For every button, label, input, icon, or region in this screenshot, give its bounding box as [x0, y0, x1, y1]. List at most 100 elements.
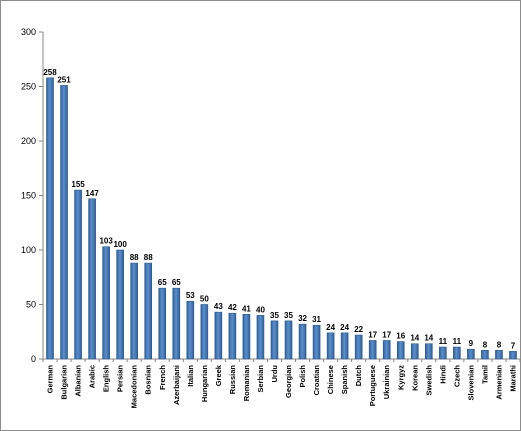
- bar-georgian: [284, 320, 293, 360]
- data-label: 41: [242, 304, 251, 313]
- data-label: 32: [298, 314, 307, 323]
- y-tick-label: 150: [21, 191, 36, 201]
- x-tick-label: Azerbaijani: [172, 365, 181, 405]
- x-tick-label: Croatian: [312, 365, 321, 396]
- bar-bulgarian: [60, 85, 68, 360]
- bar-greek: [214, 311, 223, 360]
- data-label: 14: [424, 334, 433, 343]
- x-tick-label: Spanish: [340, 365, 349, 395]
- x-tick-label: Armenian: [494, 365, 503, 400]
- data-label: 147: [85, 189, 99, 198]
- y-tick-label: 50: [26, 300, 36, 310]
- data-label: 50: [200, 295, 209, 304]
- x-tick-label: Slovenian: [466, 365, 475, 401]
- data-label: 53: [186, 291, 195, 300]
- bar-macedonian: [130, 262, 138, 360]
- x-tick-label: Urdu: [270, 365, 279, 383]
- data-label: 43: [214, 302, 223, 311]
- data-label: 35: [284, 311, 293, 320]
- bar-romanian: [242, 314, 251, 360]
- x-tick-label: Georgian: [284, 365, 293, 398]
- x-tick-label: Kyrgyz: [396, 365, 405, 390]
- bar-albanian: [74, 189, 82, 360]
- data-label: 14: [410, 334, 419, 343]
- x-tick-label: Chinese: [326, 365, 335, 394]
- x-tick-label: Bulgarian: [60, 365, 69, 400]
- x-tick-label: English: [102, 365, 111, 393]
- y-tick-label: 250: [21, 82, 36, 92]
- bar-chinese: [326, 332, 335, 360]
- bar-ukrainian: [382, 340, 391, 360]
- x-tick-label: Italian: [186, 365, 195, 387]
- bar-spanish: [340, 332, 349, 360]
- x-tick-label: Polish: [298, 365, 307, 388]
- data-label: 7: [511, 341, 516, 350]
- data-label: 155: [71, 180, 85, 189]
- bar-hungarian: [200, 304, 209, 360]
- data-label: 24: [340, 323, 349, 332]
- y-tick-label: 300: [21, 27, 36, 37]
- bar-french: [158, 287, 167, 360]
- x-tick-label: Dutch: [354, 365, 363, 387]
- x-tick-label: Portuguese: [368, 365, 377, 406]
- data-label: 103: [99, 237, 113, 246]
- x-tick-label: Hungarian: [200, 365, 209, 403]
- bar-arabic: [88, 198, 96, 360]
- plot-area: 0 50 100 150 200 250 300 258 German 251 Bulgarian 1…: [21, 27, 521, 408]
- data-label: 100: [113, 240, 127, 249]
- bar-dutch: [354, 334, 363, 360]
- bar-swedish: [425, 343, 433, 360]
- data-label: 16: [396, 332, 405, 341]
- bar-tamil: [481, 349, 489, 360]
- data-label: 17: [382, 330, 391, 339]
- data-label: 65: [172, 278, 181, 287]
- x-tick-label: Swedish: [424, 365, 433, 396]
- x-tick-label: Tamil: [480, 365, 489, 384]
- y-tick-label: 0: [31, 354, 36, 364]
- bar-croatian: [312, 324, 321, 360]
- x-tick-label: Korean: [410, 365, 419, 391]
- bar-marathi: [509, 351, 517, 360]
- data-label: 8: [483, 340, 488, 349]
- y-tick-label: 100: [21, 245, 36, 255]
- y-tick-label: 200: [21, 136, 36, 146]
- bar-portuguese: [368, 340, 377, 360]
- data-label: 88: [144, 253, 153, 262]
- data-label: 251: [57, 75, 71, 84]
- bar-persian: [116, 249, 124, 360]
- x-tick-label: Bosnian: [144, 365, 153, 395]
- x-tick-label: Romanian: [242, 365, 251, 402]
- data-label: 8: [497, 340, 502, 349]
- x-tick-label: Ukrainian: [382, 365, 391, 400]
- data-label: 31: [312, 315, 321, 324]
- data-label: 11: [453, 337, 462, 346]
- bar-bosnian: [144, 262, 153, 360]
- x-tick-label: Greek: [214, 364, 223, 386]
- x-tick-label: French: [158, 365, 167, 390]
- bar-polish: [298, 323, 307, 360]
- data-label: 22: [354, 325, 363, 334]
- bar-serbian: [256, 315, 265, 360]
- x-tick-label: Hindi: [438, 365, 447, 384]
- bar-italian: [186, 300, 195, 360]
- bar-russian: [228, 312, 237, 360]
- data-label: 258: [43, 68, 57, 77]
- x-tick-label: Serbian: [256, 365, 265, 393]
- data-label: 11: [439, 337, 448, 346]
- bar-czech: [453, 346, 461, 360]
- x-tick-label: Marathi: [508, 365, 517, 392]
- data-label: 65: [158, 278, 167, 287]
- bar-german: [46, 77, 54, 360]
- data-label: 88: [130, 253, 139, 262]
- bar-korean: [410, 343, 419, 360]
- data-label: 17: [368, 330, 377, 339]
- data-label: 42: [228, 303, 237, 312]
- data-label: 35: [270, 311, 279, 320]
- x-tick-label: Persian: [116, 365, 125, 393]
- data-label: 9: [469, 339, 474, 348]
- x-tick-label: Russian: [228, 365, 237, 395]
- data-label: 40: [256, 305, 265, 314]
- bar-azerbaijani: [172, 287, 181, 360]
- bar-armenian: [495, 349, 503, 360]
